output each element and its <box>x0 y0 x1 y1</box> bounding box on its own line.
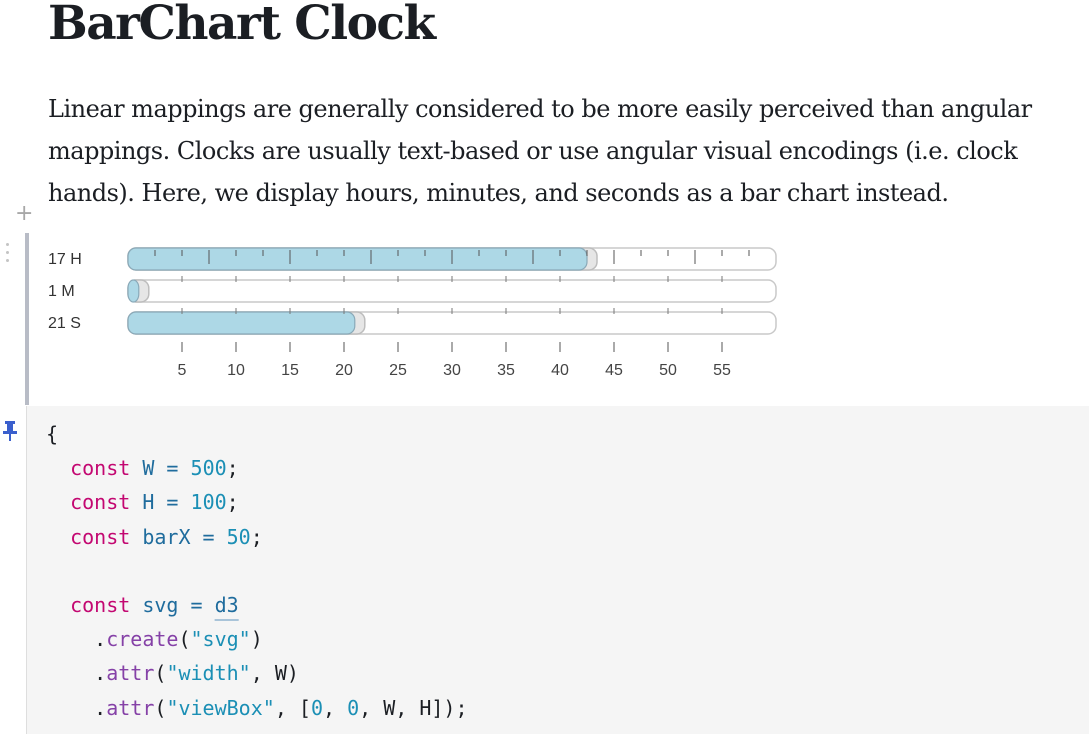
code-line: const svg = d3 <box>70 593 239 618</box>
code-line: .create("svg") <box>46 627 263 652</box>
axis-tick-label: 30 <box>443 362 461 379</box>
axis-tick-label: 35 <box>497 362 515 379</box>
bar-label: 17 H <box>48 251 82 268</box>
bar-track <box>127 279 777 303</box>
bar-label: 21 S <box>48 315 81 332</box>
code-line: const W = 500; <box>70 456 239 481</box>
pin-icon[interactable] <box>2 420 18 442</box>
add-cell-button[interactable]: + <box>15 201 34 226</box>
code-line: .attr("viewBox", [0, 0, W, H]); <box>46 695 468 720</box>
description-paragraph: Linear mappings are generally considered… <box>48 95 1032 207</box>
code-line <box>46 554 468 588</box>
axis-tick-label: 45 <box>605 362 623 379</box>
code-line: .attr("width", W) <box>46 661 299 686</box>
page-title: BarChart Clock <box>48 0 436 51</box>
axis-tick-label: 25 <box>389 362 407 379</box>
bar-fill <box>127 247 588 271</box>
axis-tick-label: 15 <box>281 362 299 379</box>
code-line: { <box>46 422 59 446</box>
code-editor[interactable] <box>26 406 1089 734</box>
bar-fill <box>127 279 140 303</box>
axis-tick-label: 55 <box>713 362 731 379</box>
axis-tick-label: 10 <box>227 362 245 379</box>
code-line: const barX = 50; <box>70 524 263 549</box>
barchart-clock: 17 H 1 M 21 S 5 10 15 20 25 30 35 40 45 50 55 <box>30 236 790 386</box>
bar-fill <box>127 311 356 335</box>
code-line: const H = 100; <box>70 490 239 515</box>
barchart-clock-svg: 17 H 1 M 21 S 5 10 15 20 25 30 35 40 45 50 55 <box>48 247 777 379</box>
cell-drag-handle[interactable] <box>5 243 11 271</box>
cell-focus-indicator <box>25 233 29 405</box>
bar-label: 1 M <box>48 283 75 300</box>
axis-tick-label: 40 <box>551 362 569 379</box>
axis-tick-label: 50 <box>659 362 677 379</box>
axis-tick-label: 20 <box>335 362 353 379</box>
axis-tick-label: 5 <box>178 362 187 379</box>
code-block[interactable]: { const W = 500; const H = 100; const ba… <box>46 417 468 725</box>
